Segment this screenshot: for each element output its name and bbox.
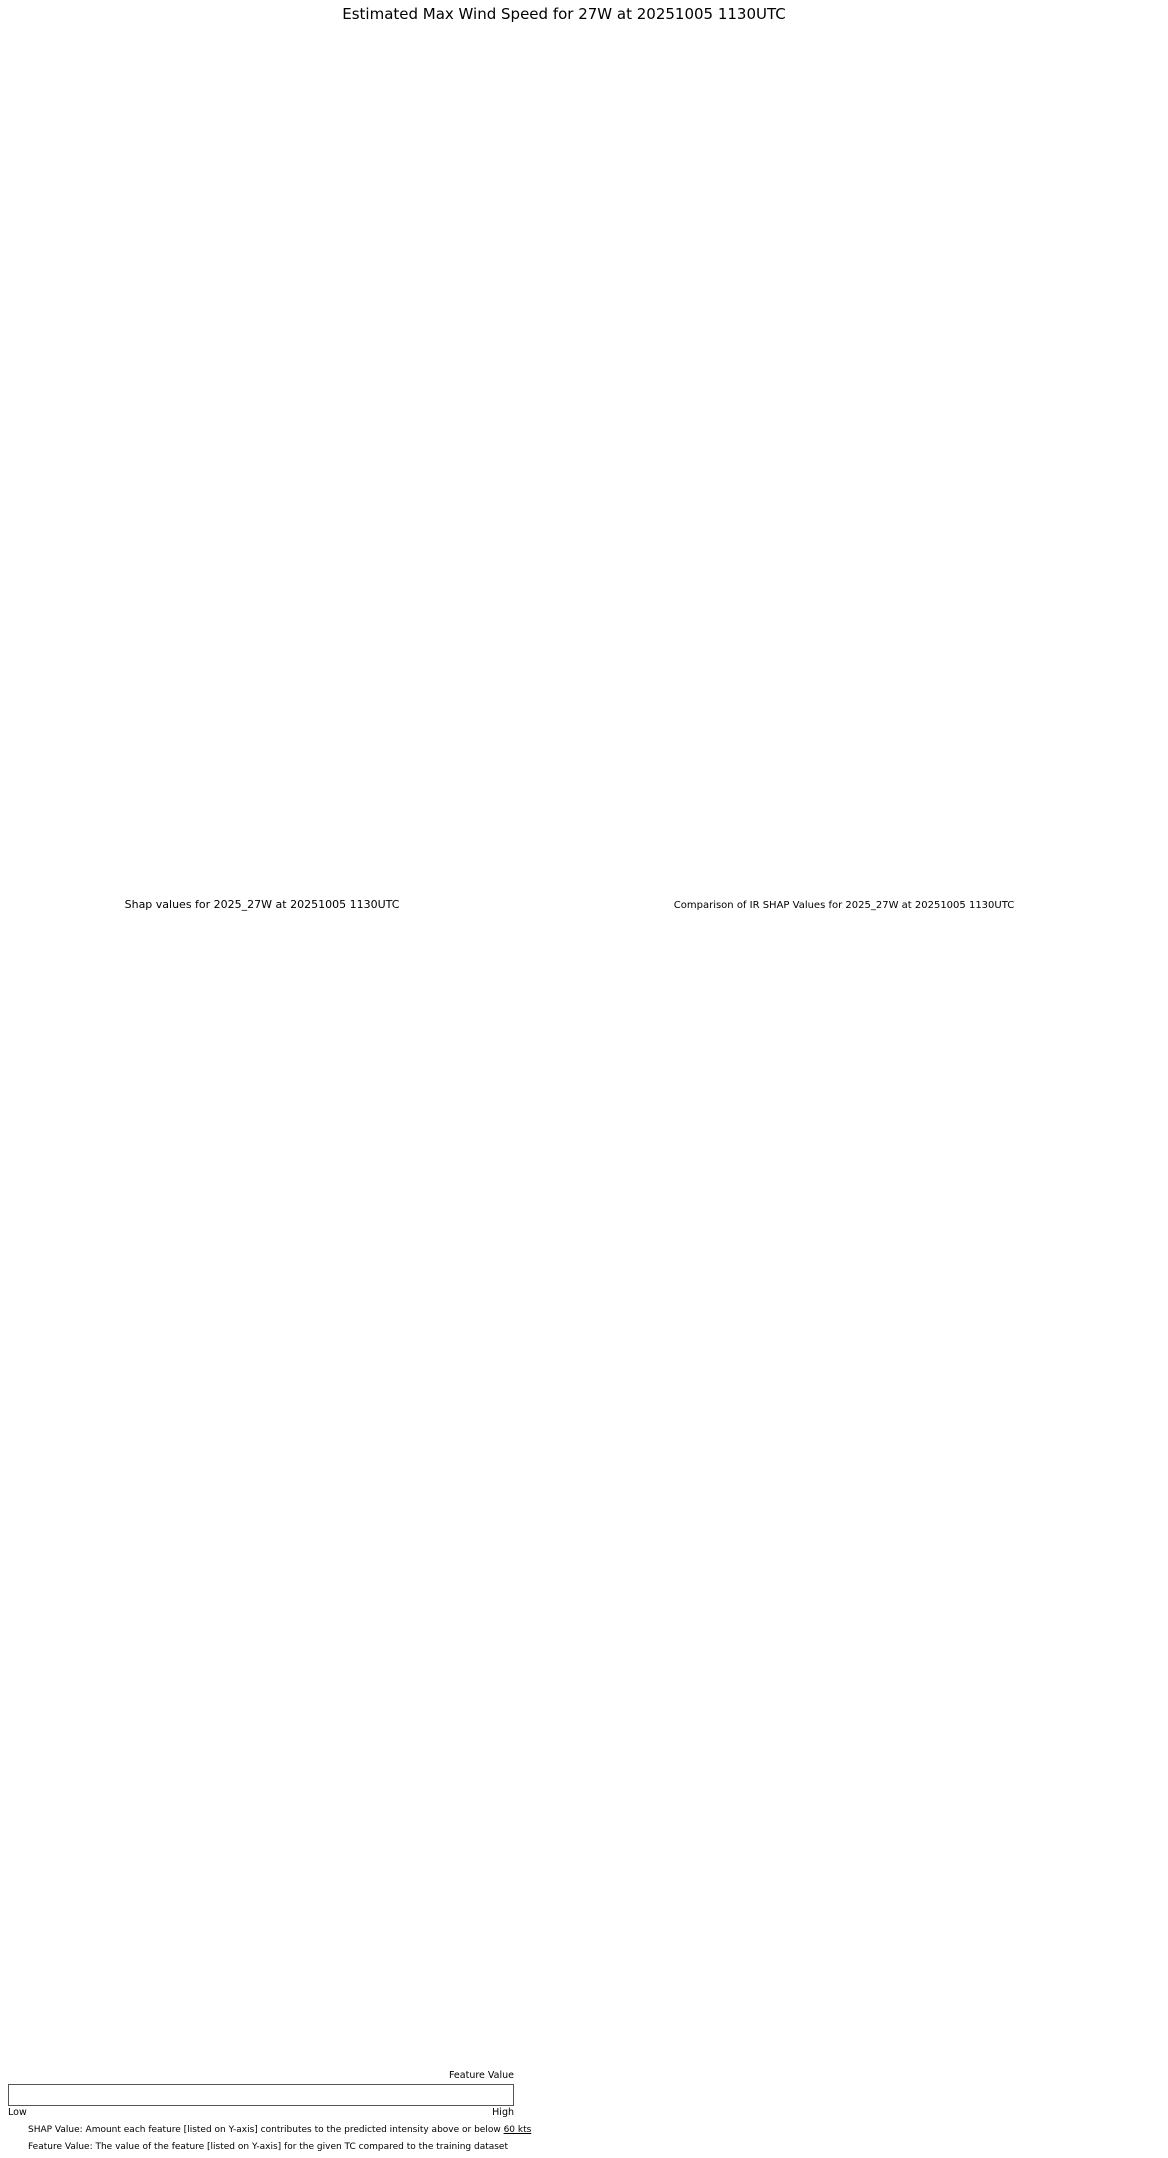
feature-value-low-label: Low xyxy=(8,2107,27,2118)
ir-comparison xyxy=(620,916,1168,2158)
footnote-shap-value: SHAP Value: Amount each feature [listed … xyxy=(28,2122,1148,2139)
comparison-title: Comparison of IR SHAP Values for 2025_27… xyxy=(673,900,1015,911)
page-title: Estimated Max Wind Speed for 27W at 2025… xyxy=(342,5,786,23)
dotplot-title: Shap values for 2025_27W at 20251005 113… xyxy=(124,898,400,911)
msw-histogram xyxy=(730,22,1168,280)
feature-value-colorbar: Feature Value Low High xyxy=(8,2070,514,2122)
feature-value-high-label: High xyxy=(492,2107,514,2118)
feature-value-gradient xyxy=(8,2084,514,2106)
footnote-feature-value: Feature Value: The value of the feature … xyxy=(28,2142,509,2153)
footnote-shap-value-underline: 60 kts xyxy=(503,2125,532,2135)
feature-value-colorbar-title: Feature Value xyxy=(448,2070,514,2081)
shap-dotplot xyxy=(0,916,640,2076)
shap-timeseries xyxy=(0,420,1168,845)
footnote-shap-value-text: SHAP Value: Amount each feature [listed … xyxy=(28,2125,504,2135)
figure-footnotes: SHAP Value: Amount each feature [listed … xyxy=(28,2122,1148,2156)
ir-thumbnails xyxy=(0,48,780,308)
